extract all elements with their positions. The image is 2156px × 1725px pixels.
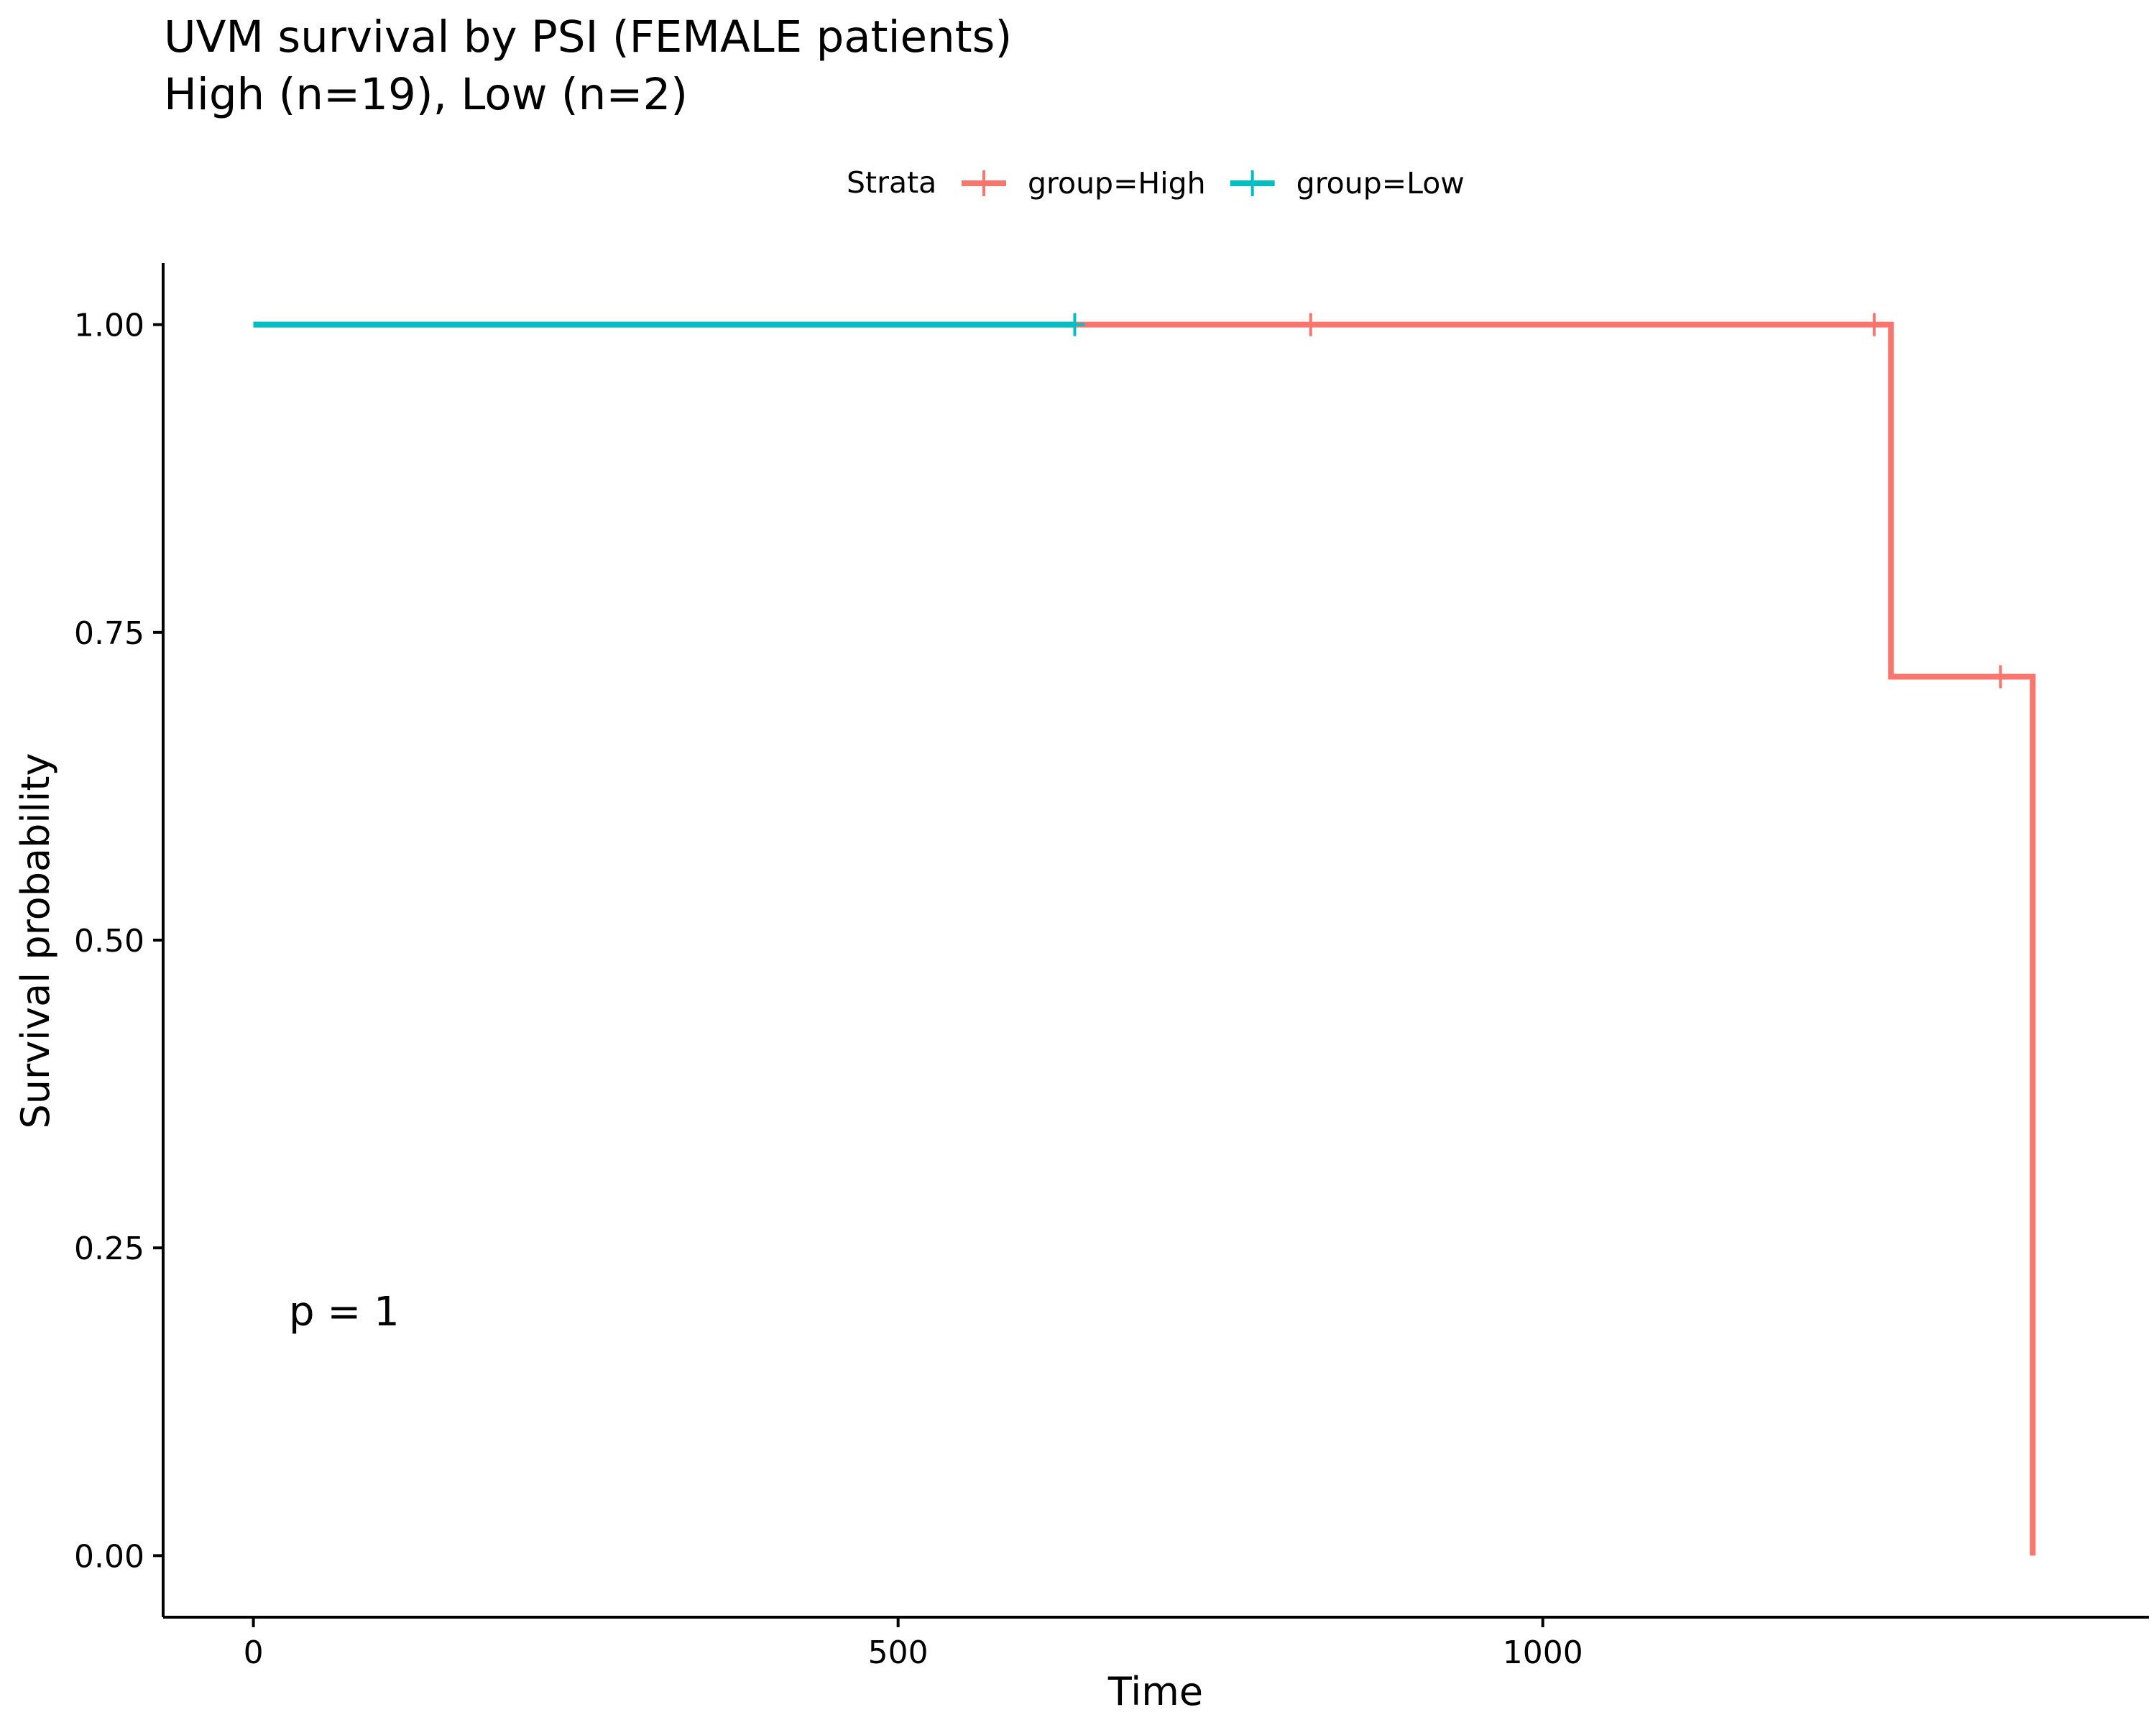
- y-tick-label: 0.25: [74, 1230, 144, 1267]
- y-tick-label: 0.75: [74, 615, 144, 652]
- legend-item-group-low: group=Low: [1230, 166, 1465, 201]
- survival-curve-group-high: [253, 321, 2036, 1556]
- chart-subtitle: High (n=19), Low (n=2): [164, 69, 688, 120]
- p-value-annotation: p = 1: [289, 1289, 400, 1335]
- x-tick-label: 500: [868, 1634, 929, 1671]
- legend-label: group=Low: [1296, 166, 1465, 201]
- y-axis-title: Survival probability: [13, 753, 58, 1129]
- series-group-high: [253, 313, 2036, 1556]
- legend: Strata group=High group=Low: [847, 165, 1465, 201]
- x-axis-title: Time: [1107, 1669, 1203, 1714]
- x-tick-label: 1000: [1503, 1634, 1583, 1671]
- y-tick-label: 0.00: [74, 1538, 144, 1575]
- censor-mark: [1864, 313, 1884, 336]
- legend-item-group-high: group=High: [962, 166, 1206, 201]
- legend-title: Strata: [847, 165, 936, 200]
- y-tick-label: 1.00: [74, 308, 144, 344]
- censor-mark: [1990, 665, 2011, 689]
- censor-mark: [1064, 313, 1085, 336]
- legend-label: group=High: [1028, 166, 1206, 201]
- y-tick-label: 0.50: [74, 923, 144, 960]
- x-tick-label: 0: [244, 1634, 264, 1671]
- chart-title: UVM survival by PSI (FEMALE patients): [164, 12, 1012, 63]
- series-group-low: [253, 313, 1085, 336]
- censor-mark: [1300, 313, 1321, 336]
- plot-panel: 0.00 0.25 0.50 0.75 1.00 0 500 1000: [74, 263, 2149, 1671]
